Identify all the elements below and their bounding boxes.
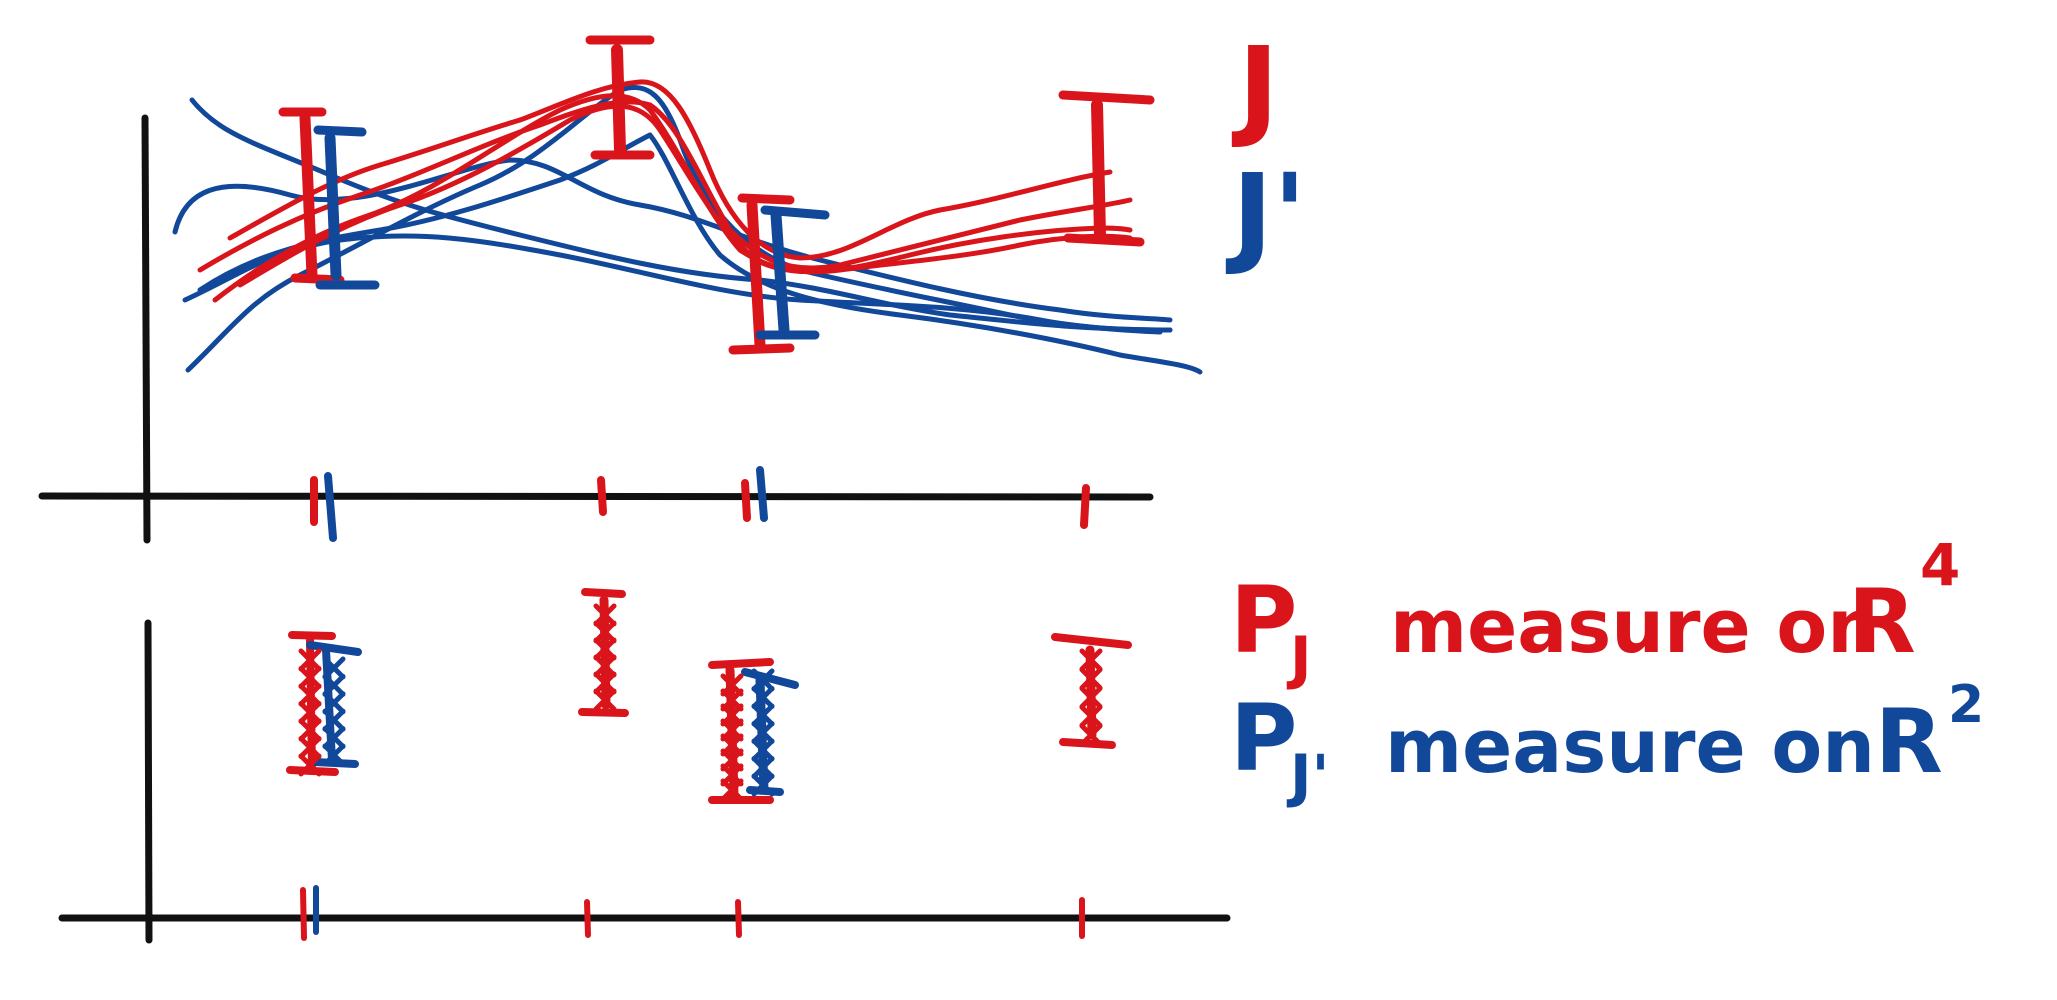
- sample-x-mark: [298, 666, 322, 689]
- error-bar-J-4: [1058, 90, 1155, 247]
- sample-x-mark: [593, 637, 617, 661]
- tick-J-2: [597, 476, 607, 516]
- tick-J-prime-2: [756, 466, 768, 522]
- error-bars-J-prime: [313, 125, 830, 340]
- legend-label-J-prime: J': [1225, 150, 1307, 278]
- sample-x-mark: [1079, 686, 1103, 709]
- curve-J-4: [212, 93, 1133, 303]
- legend-J-prime-space: R: [1875, 690, 1943, 793]
- top-panel: [38, 35, 1203, 544]
- sample-x-mark: [593, 603, 617, 627]
- legend-J-exponent: 4: [1920, 531, 1960, 599]
- sample-x-mark: [298, 648, 322, 672]
- sample-x-mark: [322, 673, 346, 697]
- sample-x-mark: [751, 668, 775, 692]
- legend-label-J: J: [1231, 23, 1279, 151]
- error-bars-J: [278, 35, 1155, 355]
- sample-x-mark: [298, 736, 322, 759]
- curve-J-1: [227, 79, 1113, 261]
- sample-x-mark: [751, 738, 775, 762]
- sample-x-mark: [593, 654, 617, 678]
- bottom-panel: [58, 588, 1231, 944]
- legend-J-prime-subscript: J': [1286, 742, 1329, 810]
- curve-J-prime-4: [185, 85, 1163, 373]
- sample-x-mark: [298, 718, 322, 742]
- bottom-error-bars-J: [286, 588, 1132, 804]
- legend-J-space: R: [1848, 570, 1916, 673]
- bottom-error-bar-J-4: [1051, 633, 1132, 749]
- error-bar-J-1: [278, 107, 345, 285]
- sample-x-mark: [322, 726, 346, 750]
- tick-J-3: [741, 479, 751, 522]
- tick-bottom-J-2: [584, 899, 591, 938]
- legend-J-symbol: P: [1230, 567, 1297, 674]
- bottom-legend: P J measure on R 4 P J' measure on R 2: [1230, 531, 1984, 810]
- curve-J-prime-2: [172, 157, 1173, 323]
- top-ticks: [310, 466, 1090, 542]
- sample-x-mark: [322, 656, 346, 680]
- curve-J-2: [197, 99, 1133, 273]
- bottom-y-axis: [144, 619, 153, 944]
- sample-x-mark: [751, 703, 775, 727]
- error-bar-J-2: [585, 35, 655, 160]
- legend-line-J: P J measure on R 4: [1230, 531, 1960, 692]
- sample-x-mark: [593, 688, 617, 712]
- sample-x-mark: [322, 708, 346, 732]
- error-bar-J-prime-2: [755, 205, 830, 340]
- sample-x-mark: [751, 721, 775, 744]
- sample-x-mark: [751, 686, 775, 709]
- legend-J-prime-text: measure on: [1385, 704, 1875, 790]
- sample-x-mark: [298, 701, 322, 724]
- sample-x-mark: [1079, 667, 1103, 691]
- sample-x-mark: [1079, 648, 1103, 672]
- sample-x-mark: [720, 778, 744, 802]
- top-x-axis: [38, 492, 1154, 501]
- error-bar-J-prime-1: [313, 125, 380, 290]
- curves-J: [197, 79, 1133, 303]
- tick-bottom-J-3: [735, 899, 742, 938]
- legend-line-J-prime: P J' measure on R 2: [1230, 675, 1984, 810]
- sample-x-mark: [593, 620, 617, 644]
- legend-J-prime-symbol: P: [1230, 685, 1297, 792]
- legend-J-prime-exponent: 2: [1948, 675, 1984, 735]
- curve-J-prime-5: [197, 132, 1203, 375]
- sample-marks: [298, 603, 1103, 802]
- bottom-ticks: [300, 885, 1085, 941]
- sample-x-mark: [1079, 704, 1103, 728]
- sample-x-mark: [751, 773, 775, 797]
- sample-x-mark: [322, 691, 346, 715]
- sample-x-mark: [593, 671, 617, 695]
- curves-J-prime: [172, 85, 1203, 375]
- sample-x-mark: [1079, 723, 1103, 747]
- sample-x-mark: [751, 756, 775, 779]
- top-legend: J J': [1225, 23, 1307, 278]
- tick-bottom-J-1: [300, 887, 307, 941]
- error-bar-J-3: [728, 193, 795, 355]
- tick-J-4: [1080, 484, 1090, 529]
- sample-x-mark: [322, 743, 346, 767]
- sample-x-mark: [298, 753, 322, 777]
- legend-J-subscript: J: [1286, 624, 1312, 692]
- tick-J-prime-1: [324, 472, 337, 542]
- legend-J-text: measure on: [1390, 584, 1880, 670]
- sample-x-mark: [298, 683, 322, 707]
- top-y-axis: [141, 114, 151, 544]
